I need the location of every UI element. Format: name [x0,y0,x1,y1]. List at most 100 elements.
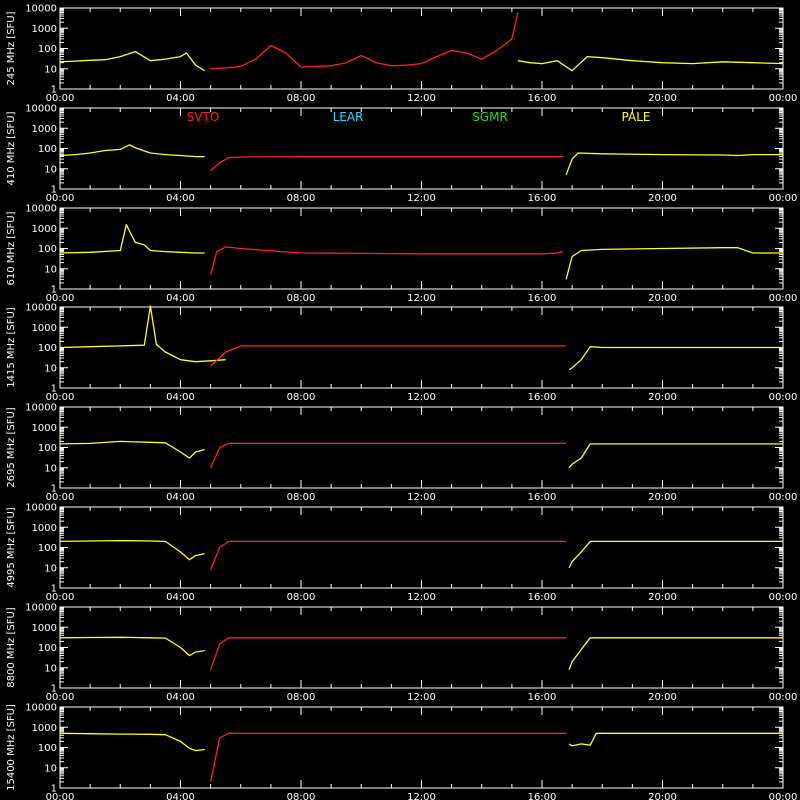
series-line-svto [210,12,519,70]
series-line-pale [565,247,783,280]
y-axis-label: 4995 MHz [SFU] [6,507,17,588]
series-line-svto [209,246,564,275]
panel-frame [59,406,784,489]
series-line-pale [568,732,783,747]
panel-5: 1 10 100 1000 10000 00:00 04:00 08:00 12:00 16:00… [6,403,797,504]
x-tick-label: 04:00 [166,93,195,104]
series-line-pale [60,224,205,254]
y-tick-label: 1 [51,285,57,296]
panel-8: 1 10 100 1000 10000 00:00 04:00 08:00 12:00 16:00… [6,703,797,800]
x-tick-label: 00:00 [769,93,798,104]
y-axis-label: 410 MHz [SFU] [6,111,17,185]
x-tick-label: 16:00 [528,293,557,304]
x-tick-label: 00:00 [769,692,798,703]
x-tick-label: 16:00 [528,392,557,403]
y-tick-label: 10000 [25,204,57,215]
series-line-svto [209,637,567,670]
x-tick-label: 08:00 [287,193,316,204]
y-tick-label: 1000 [32,423,57,434]
y-tick-label: 1 [51,584,57,595]
series-line-svto [210,442,567,469]
series-line-pale [60,50,205,72]
y-tick-label: 1000 [32,623,57,634]
series-group [60,305,783,371]
series-line-svto [210,155,564,172]
panel-frame [59,706,784,789]
x-tick-label: 12:00 [407,392,436,403]
x-tick-label: 00:00 [46,93,75,104]
y-axis-label: 2695 MHz [SFU] [6,407,17,488]
x-tick-label: 00:00 [46,792,75,800]
x-tick-label: 04:00 [166,392,195,403]
series-group [60,539,783,570]
y-tick-label: 10000 [25,703,57,714]
y-tick-label: 100 [38,144,57,155]
y-tick-label: 1 [51,85,57,96]
x-tick-label: 20:00 [648,692,677,703]
series-line-pale [568,346,783,371]
y-tick-label: 10 [44,264,57,275]
x-tick-label: 00:00 [769,293,798,304]
legend-entry-sgmr: SGMR [472,110,508,124]
x-tick-label: 20:00 [648,193,677,204]
y-tick-label: 1 [51,784,57,795]
x-tick-label: 08:00 [287,692,316,703]
series-line-svto [210,345,567,367]
x-tick-label: 04:00 [166,492,195,503]
x-tick-label: 20:00 [648,392,677,403]
x-tick-label: 16:00 [528,792,557,800]
y-tick-label: 10 [44,363,57,374]
y-axis-label: 8800 MHz [SFU] [6,607,17,688]
x-tick-label: 04:00 [166,692,195,703]
x-tick-label: 16:00 [528,93,557,104]
x-tick-label: 04:00 [166,592,195,603]
legend-entry-pale: PALE [622,110,651,124]
x-tick-label: 00:00 [46,492,75,503]
y-tick-label: 10 [44,463,57,474]
x-tick-label: 04:00 [166,193,195,204]
x-tick-label: 12:00 [407,792,436,800]
x-tick-label: 20:00 [648,93,677,104]
x-tick-label: 08:00 [287,392,316,403]
x-tick-label: 00:00 [769,193,798,204]
series-line-pale [568,540,783,569]
x-tick-label: 12:00 [407,293,436,304]
panel-frame [59,7,784,90]
series-line-pale [60,144,205,158]
x-tick-label: 20:00 [648,792,677,800]
panel-4: 1 10 100 1000 10000 00:00 04:00 08:00 12:00 16:00… [6,303,797,404]
panel-3: 1 10 100 1000 10000 00:00 04:00 08:00 12:00 16:00… [6,204,797,305]
y-axis-label: 245 MHz [SFU] [6,11,17,85]
x-tick-label: 00:00 [769,592,798,603]
x-tick-label: 12:00 [407,692,436,703]
x-tick-label: 00:00 [46,193,75,204]
y-tick-label: 10 [44,663,57,674]
x-tick-label: 20:00 [648,293,677,304]
y-tick-label: 1000 [32,224,57,235]
x-tick-label: 00:00 [769,392,798,403]
y-tick-label: 1000 [32,723,57,734]
x-tick-label: 20:00 [648,492,677,503]
x-tick-label: 12:00 [407,193,436,204]
panel-2: 1 10 100 1000 10000 00:00 04:00 08:00 12:00 16:00… [6,104,797,205]
series-line-pale [60,539,205,561]
y-tick-label: 1000 [32,323,57,334]
y-axis-label: 15400 MHz [SFU] [6,704,17,791]
y-tick-label: 100 [38,343,57,354]
series-group [60,636,783,670]
y-tick-label: 10 [44,164,57,175]
series-line-pale [517,55,783,72]
y-tick-label: 1000 [32,523,57,534]
series-group [60,732,783,783]
series-line-svto [209,732,567,783]
series-group [60,440,783,469]
y-tick-label: 10000 [25,503,57,514]
x-tick-label: 00:00 [46,293,75,304]
y-tick-label: 100 [38,443,57,454]
panel-6: 1 10 100 1000 10000 00:00 04:00 08:00 12:00 16:00… [6,503,797,604]
x-tick-label: 08:00 [287,592,316,603]
y-tick-label: 10 [44,64,57,75]
